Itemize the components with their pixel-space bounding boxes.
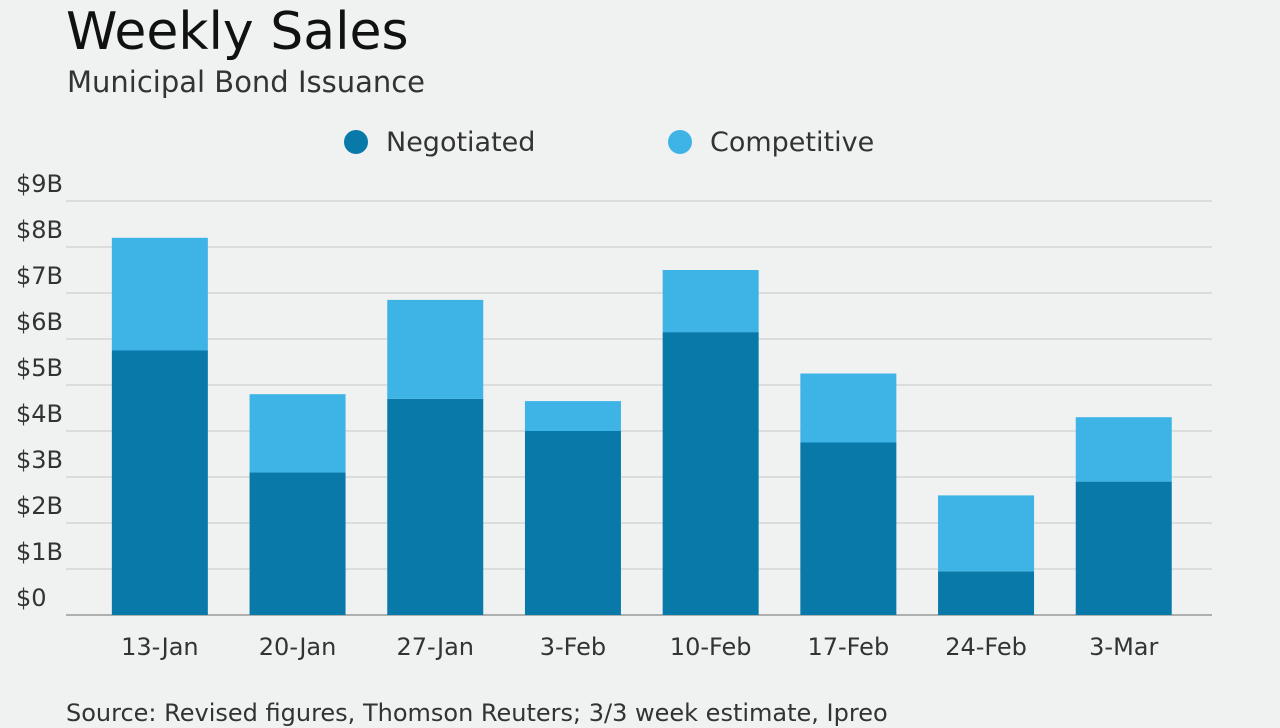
x-tick-label: 24-Feb (945, 633, 1027, 661)
x-tick-label: 10-Feb (670, 633, 752, 661)
bar-negotiated (800, 442, 897, 615)
y-tick-label: $0 (16, 584, 47, 612)
bar-competitive (1075, 417, 1172, 482)
bar-competitive (662, 270, 759, 333)
x-tick-label: 20-Jan (259, 633, 337, 661)
y-tick-label: $5B (16, 354, 63, 382)
bar-negotiated (938, 571, 1035, 615)
legend-swatch-negotiated (344, 130, 368, 154)
bar-negotiated (249, 472, 346, 615)
legend-label-competitive: Competitive (710, 126, 875, 158)
legend-item-negotiated: Negotiated (344, 124, 535, 160)
bar-competitive (524, 401, 621, 431)
bar-negotiated (1075, 481, 1172, 615)
legend-label-negotiated: Negotiated (386, 126, 536, 158)
y-tick-label: $9B (16, 170, 63, 198)
y-tick-label: $6B (16, 308, 63, 336)
bar-competitive (111, 237, 208, 351)
chart-title: Weekly Sales (66, 2, 409, 62)
legend-swatch-competitive (668, 130, 692, 154)
x-axis-ticks: 13-Jan 20-Jan 27-Jan 3-Feb 10-Feb 17-Feb 24-Fe… (121, 633, 1158, 661)
legend-item-competitive: Competitive (668, 124, 874, 160)
legend: Negotiated Competitive (0, 124, 1280, 160)
gridlines (66, 200, 1212, 616)
bar-competitive (800, 373, 897, 443)
bar-competitive (938, 495, 1035, 572)
y-tick-label: $8B (16, 216, 63, 244)
bars (111, 237, 1172, 615)
y-tick-label: $3B (16, 446, 63, 474)
source-note: Source: Revised figures, Thomson Reuters… (66, 699, 888, 727)
bar-competitive (249, 394, 346, 473)
bar-negotiated (111, 350, 208, 615)
bar-negotiated (662, 332, 759, 615)
y-axis-ticks: $0 $1B $2B $3B $4B $5B $6B $7B $8B $9B (16, 170, 63, 612)
bar-competitive (387, 299, 484, 399)
x-tick-label: 3-Feb (540, 633, 606, 661)
x-tick-label: 13-Jan (121, 633, 199, 661)
chart-subtitle: Municipal Bond Issuance (67, 65, 426, 99)
bar-negotiated (387, 398, 484, 615)
y-tick-label: $2B (16, 492, 63, 520)
y-tick-label: $1B (16, 538, 63, 566)
bar-negotiated (524, 431, 621, 615)
y-tick-label: $4B (16, 400, 63, 428)
y-tick-label: $7B (16, 262, 63, 290)
x-tick-label: 27-Jan (396, 633, 474, 661)
x-tick-label: 3-Mar (1089, 633, 1158, 661)
x-tick-label: 17-Feb (807, 633, 889, 661)
